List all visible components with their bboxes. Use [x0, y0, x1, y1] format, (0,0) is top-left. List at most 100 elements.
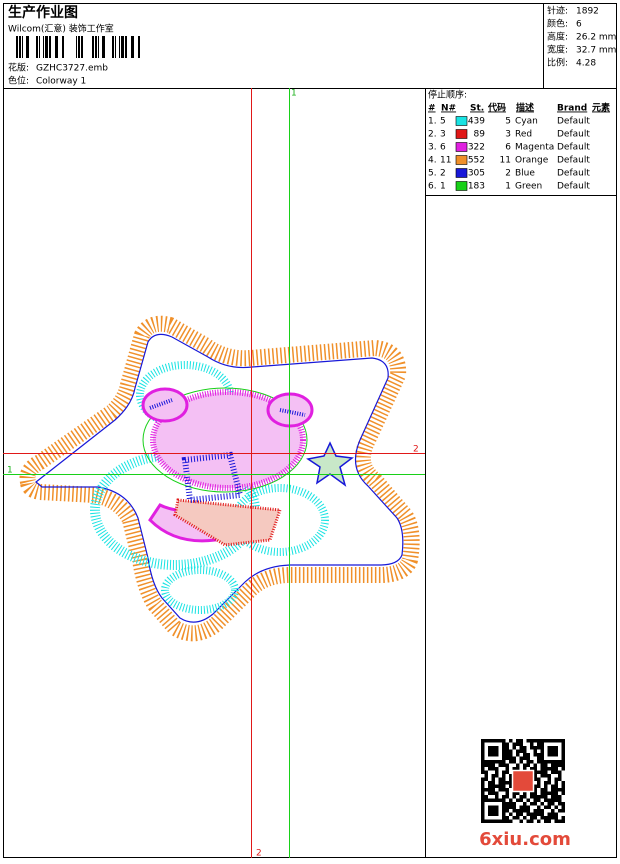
- axis-label: 1: [7, 466, 13, 476]
- module: [502, 763, 506, 767]
- module: [509, 777, 513, 781]
- module: [516, 809, 520, 813]
- module: [526, 753, 530, 757]
- module: [561, 809, 565, 813]
- module: [537, 760, 541, 764]
- module: [561, 781, 565, 785]
- bar: [62, 36, 64, 58]
- fill-cyan: [231, 484, 329, 556]
- module: [551, 809, 555, 813]
- module: [481, 788, 485, 792]
- row-code: 6: [505, 143, 511, 153]
- module: [495, 784, 499, 788]
- table-header: 元素: [592, 102, 610, 114]
- module: [512, 802, 516, 806]
- field-value: GZHC3727.emb: [36, 64, 108, 74]
- axis-label: 2: [413, 445, 419, 455]
- module: [481, 767, 485, 771]
- module: [519, 819, 523, 823]
- stat-label: 宽度:: [547, 44, 568, 56]
- module: [516, 753, 520, 757]
- module: [516, 749, 520, 753]
- module: [533, 746, 537, 750]
- module: [519, 798, 523, 802]
- outline-run: [35, 333, 404, 623]
- module: [526, 809, 530, 813]
- module: [505, 753, 509, 757]
- module: [516, 816, 520, 820]
- module: [523, 767, 527, 771]
- module: [540, 809, 544, 813]
- module: [523, 795, 527, 799]
- table-header: 代码: [487, 102, 506, 114]
- module: [509, 812, 513, 816]
- color-swatch: [455, 116, 468, 126]
- module: [537, 742, 541, 746]
- module: [533, 809, 537, 813]
- module: [505, 791, 509, 795]
- module: [561, 784, 565, 788]
- module: [505, 809, 509, 813]
- module: [488, 763, 492, 767]
- module: [533, 784, 537, 788]
- module: [505, 749, 509, 753]
- module: [491, 774, 495, 778]
- bar: [95, 36, 97, 58]
- table-header: N#: [441, 104, 456, 114]
- module: [554, 795, 558, 799]
- module: [554, 777, 558, 781]
- stat-label: 高度:: [547, 31, 568, 43]
- module: [498, 788, 502, 792]
- module: [526, 760, 530, 764]
- module: [547, 781, 551, 785]
- stat-value: 26.2 mm: [576, 33, 616, 43]
- module: [554, 812, 558, 816]
- module: [509, 784, 513, 788]
- axis-label: 2: [256, 849, 262, 859]
- module: [523, 809, 527, 813]
- module: [526, 812, 530, 816]
- module: [523, 749, 527, 753]
- module: [540, 802, 544, 806]
- module: [554, 798, 558, 802]
- stat-value: 6: [576, 20, 582, 30]
- row-code: 3: [505, 130, 511, 140]
- table-title: 停止顺序:: [428, 89, 467, 101]
- module: [554, 767, 558, 771]
- module: [512, 816, 516, 820]
- border: [3, 3, 617, 858]
- module: [495, 774, 499, 778]
- module: [519, 809, 523, 813]
- row-index: 3.: [428, 143, 437, 153]
- module: [516, 739, 520, 743]
- stat-label: 颜色:: [547, 18, 568, 30]
- module: [491, 784, 495, 788]
- module: [505, 805, 509, 809]
- module: [547, 798, 551, 802]
- module: [544, 788, 548, 792]
- row-brand: Default: [557, 182, 590, 192]
- module: [509, 774, 513, 778]
- module: [558, 798, 562, 802]
- row-stitches: 552: [468, 156, 485, 166]
- module: [537, 739, 541, 743]
- module: [547, 802, 551, 806]
- module: [530, 739, 534, 743]
- module: [551, 802, 555, 806]
- stat-value: 4.28: [576, 59, 596, 69]
- module: [505, 746, 509, 750]
- module: [519, 749, 523, 753]
- module: [512, 795, 516, 799]
- module: [505, 816, 509, 820]
- module: [558, 802, 562, 806]
- bar: [115, 36, 116, 58]
- module: [491, 791, 495, 795]
- module: [558, 788, 562, 792]
- module: [540, 767, 544, 771]
- module: [519, 812, 523, 816]
- module: [554, 781, 558, 785]
- module: [558, 763, 562, 767]
- module: [516, 742, 520, 746]
- module: [540, 763, 544, 767]
- color-swatch: [455, 181, 468, 191]
